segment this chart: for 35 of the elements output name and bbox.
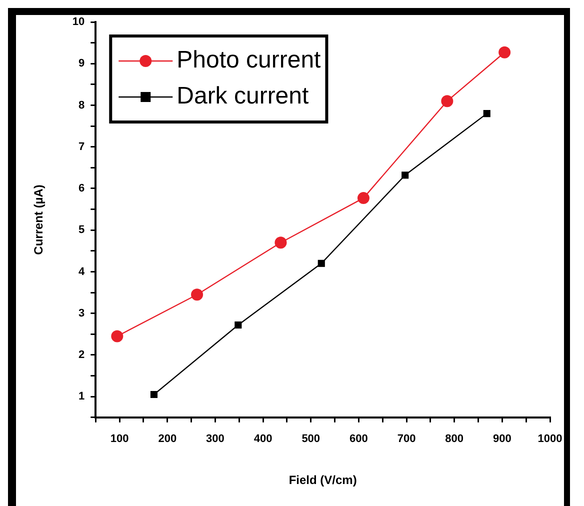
x-tick-label: 1000 — [538, 433, 562, 446]
y-tick-label: 4 — [78, 266, 86, 278]
point — [357, 192, 370, 204]
point — [318, 260, 325, 267]
point — [274, 236, 287, 249]
x-tick-label: 900 — [492, 433, 512, 446]
y-tick-label: 9 — [78, 58, 85, 70]
y-tick-label: 7 — [78, 140, 85, 153]
y-tick-label: 1 — [78, 390, 85, 403]
point — [402, 172, 409, 179]
x-tick-label: 700 — [397, 433, 416, 446]
point — [483, 110, 490, 118]
point — [191, 288, 204, 301]
x-tick-label: 100 — [110, 433, 129, 446]
x-axis-title: Field (V/cm) — [288, 473, 357, 488]
y-tick-label: 3 — [78, 307, 85, 320]
point — [234, 321, 242, 329]
y-tick-label: 10 — [72, 16, 85, 28]
x-tick-label: 300 — [206, 433, 224, 446]
point — [441, 95, 454, 108]
point — [498, 46, 511, 58]
y-tick-label: 8 — [78, 99, 85, 112]
legend-label: Dark current — [176, 82, 310, 110]
point — [150, 390, 158, 398]
legend-label: Photo current — [176, 46, 322, 74]
x-tick-label: 600 — [350, 433, 368, 446]
x-tick-label: 400 — [254, 433, 272, 446]
point — [111, 330, 124, 342]
x-tick-label: 200 — [158, 433, 177, 446]
y-axis-title: Current (µA) — [32, 184, 46, 255]
y-tick-label: 5 — [78, 224, 85, 236]
y-tick-label: 6 — [78, 182, 85, 195]
y-tick-label: 2 — [78, 349, 85, 361]
x-tick-label: 800 — [445, 433, 464, 446]
x-tick-label: 500 — [302, 433, 320, 446]
